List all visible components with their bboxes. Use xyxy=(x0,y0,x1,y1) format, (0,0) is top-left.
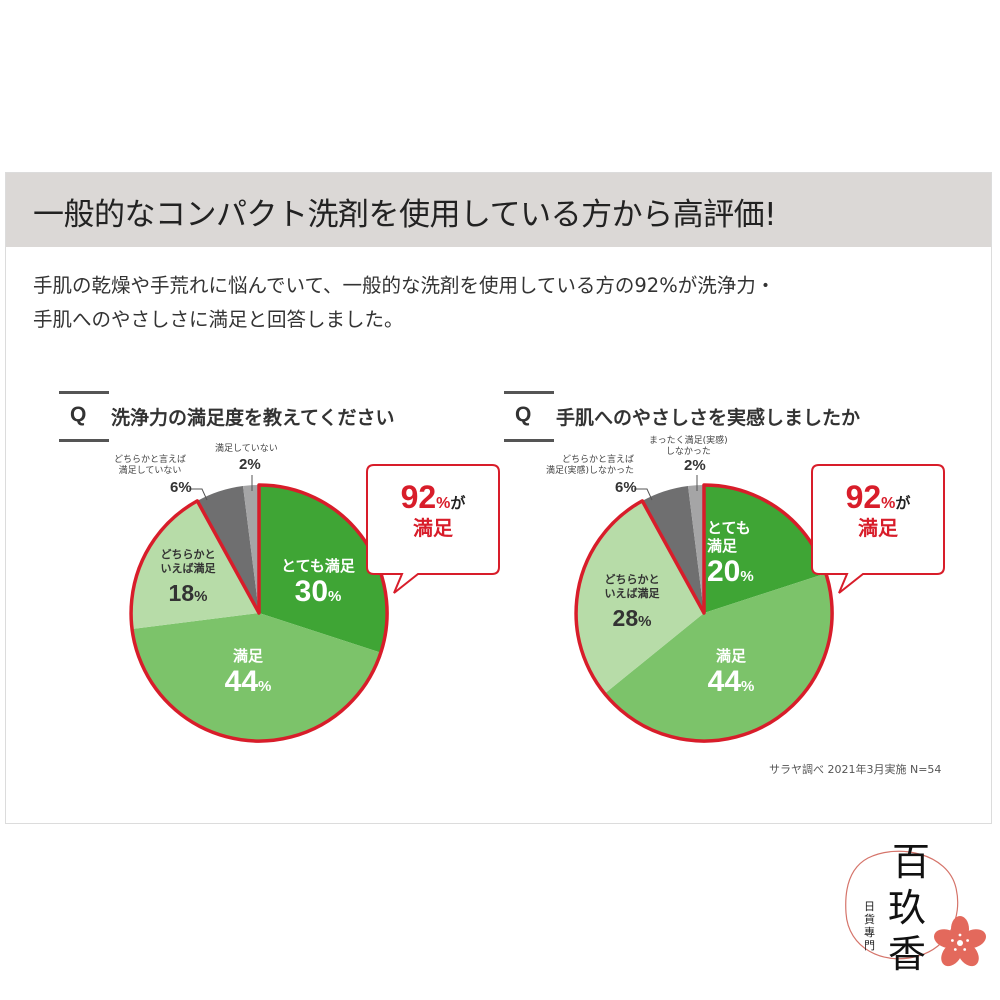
callout-value: 92 xyxy=(400,479,437,515)
intro-text: 手肌の乾燥や手荒れに悩んでいて、一般的な洗剤を使用している方の92%が洗浄力・ … xyxy=(33,269,973,337)
intro-line-2: 手肌へのやさしさに満足と回答しました。 xyxy=(33,308,404,331)
slice-name: どちらかと xyxy=(160,548,216,561)
slice-name: 満足 xyxy=(715,647,746,665)
slice-label-somewhat-satisfied: どちらかと いえば満足 18% xyxy=(148,548,228,614)
satisfied-outline xyxy=(129,483,389,743)
slice-unsatisfied xyxy=(688,485,704,613)
value-number: 20 xyxy=(707,555,741,588)
value-number: 18 xyxy=(168,580,195,606)
slice-label-very-satisfied: とても 満足 20% xyxy=(707,519,777,594)
logo-ring xyxy=(845,850,959,960)
callout-percent: % xyxy=(436,495,451,512)
label-unsatisfied: まったく満足(実感) しなかった xyxy=(649,436,728,458)
pie-chart-cleaning-power xyxy=(129,475,389,743)
slice-very-satisfied xyxy=(704,485,826,613)
slice-name: いえば満足 xyxy=(604,587,660,600)
q-rule-bottom xyxy=(504,439,554,442)
logo-graphic xyxy=(845,850,986,967)
percent-sign: % xyxy=(258,678,272,695)
logo-char-3: 香 xyxy=(888,932,927,976)
callout-bubble-right xyxy=(811,464,945,594)
slice-somewhat-unsatisfied xyxy=(197,486,259,613)
slice-name: 満足 xyxy=(707,537,738,555)
label-somewhat-unsatisfied: どちらかと言えば 満足(実感)しなかった xyxy=(546,455,634,477)
slice-label-satisfied: 満足 44% xyxy=(213,647,283,704)
card-title: 一般的なコンパクト洗剤を使用している方から高評価! xyxy=(33,197,777,233)
callout-suffix: が xyxy=(450,494,466,512)
value-number: 44 xyxy=(224,665,259,698)
slice-unsatisfied xyxy=(243,485,259,613)
slice-name: とても満足 xyxy=(281,557,355,575)
slice-somewhat-satisfied xyxy=(576,500,704,694)
pct-somewhat-unsatisfied: 6% xyxy=(615,479,637,496)
q-rule-bottom xyxy=(59,439,109,442)
callout-percent: % xyxy=(881,495,896,512)
slice-label-somewhat-satisfied: どちらかと いえば満足 28% xyxy=(592,573,672,639)
slice-name: どちらかと xyxy=(604,573,660,586)
slice-value: 30% xyxy=(272,575,364,614)
q-rule-top xyxy=(59,391,109,394)
question-text: 手肌へのやさしさを実感しましたか xyxy=(556,407,861,429)
percent-sign: % xyxy=(638,613,652,630)
slice-label-very-satisfied: とても満足 30% xyxy=(272,557,364,614)
pct-somewhat-unsatisfied: 6% xyxy=(170,479,192,496)
pct-unsatisfied: 2% xyxy=(239,456,261,473)
label-line: どちらかと言えば xyxy=(562,455,635,465)
slice-value: 18% xyxy=(148,576,228,614)
value-number: 44 xyxy=(707,665,742,698)
label-line: まったく満足(実感) xyxy=(649,436,728,446)
label-line: どちらかと言えば xyxy=(114,455,187,465)
slice-very-satisfied xyxy=(259,485,387,653)
logo-char-2: 玖 xyxy=(888,886,927,930)
leader-line-6pct xyxy=(634,488,653,501)
slice-value: 28% xyxy=(592,601,672,639)
slice-satisfied xyxy=(604,573,832,741)
slice-somewhat-unsatisfied xyxy=(642,486,704,613)
callout-suffix: が xyxy=(895,494,911,512)
slice-label-satisfied: 満足 44% xyxy=(696,647,766,704)
percent-sign: % xyxy=(741,678,755,695)
percent-sign: % xyxy=(328,588,342,605)
label-line: 満足(実感)しなかった xyxy=(546,466,635,476)
q-rule-top xyxy=(504,391,554,394)
label-somewhat-unsatisfied: どちらかと言えば 満足していない xyxy=(114,455,186,477)
slice-value: 44% xyxy=(696,665,766,704)
survey-card: 一般的なコンパクト洗剤を使用している方から高評価! 手肌の乾燥や手荒れに悩んでい… xyxy=(5,172,992,824)
label-line: しなかった xyxy=(665,447,711,457)
callout-text-left: 92%が 満足 xyxy=(367,479,499,540)
slice-satisfied xyxy=(132,613,381,741)
slice-value: 44% xyxy=(213,665,283,704)
slice-value: 20% xyxy=(707,555,777,594)
label-line: 満足していない xyxy=(118,466,182,476)
pie-chart-skin-gentleness xyxy=(574,475,834,743)
logo-subtitle: 日貨專門 xyxy=(864,900,875,952)
intro-line-1: 手肌の乾燥や手荒れに悩んでいて、一般的な洗剤を使用している方の92%が洗浄力・ xyxy=(33,274,776,297)
value-number: 30 xyxy=(294,575,329,608)
question-text: 洗浄力の満足度を教えてください xyxy=(111,407,395,429)
percent-sign: % xyxy=(740,568,754,585)
slice-name: いえば満足 xyxy=(160,562,216,575)
percent-sign: % xyxy=(194,588,208,605)
label-unsatisfied: 満足していない xyxy=(215,444,278,454)
pct-unsatisfied: 2% xyxy=(684,457,706,474)
source-note: サラヤ調べ 2021年3月実施 N=54 xyxy=(769,763,942,776)
slice-somewhat-satisfied xyxy=(131,500,259,629)
callout-bubble-left xyxy=(366,464,500,594)
card-header: 一般的なコンパクト洗剤を使用している方から高評価! xyxy=(6,173,991,247)
logo-char-1: 百 xyxy=(892,840,931,884)
q-letter: Q xyxy=(70,403,87,426)
callout-label: 満足 xyxy=(858,516,898,540)
sakura-icon xyxy=(934,916,986,967)
leader-line-6pct xyxy=(189,488,208,501)
callout-text-right: 92%が 満足 xyxy=(812,479,944,540)
q-letter: Q xyxy=(515,403,532,426)
satisfied-outline xyxy=(574,483,834,743)
slice-name: とても xyxy=(707,519,751,537)
pie-charts xyxy=(129,464,945,743)
callout-label: 満足 xyxy=(413,516,453,540)
slice-name: 満足 xyxy=(232,647,263,665)
value-number: 28 xyxy=(612,605,639,631)
callout-value: 92 xyxy=(845,479,882,515)
